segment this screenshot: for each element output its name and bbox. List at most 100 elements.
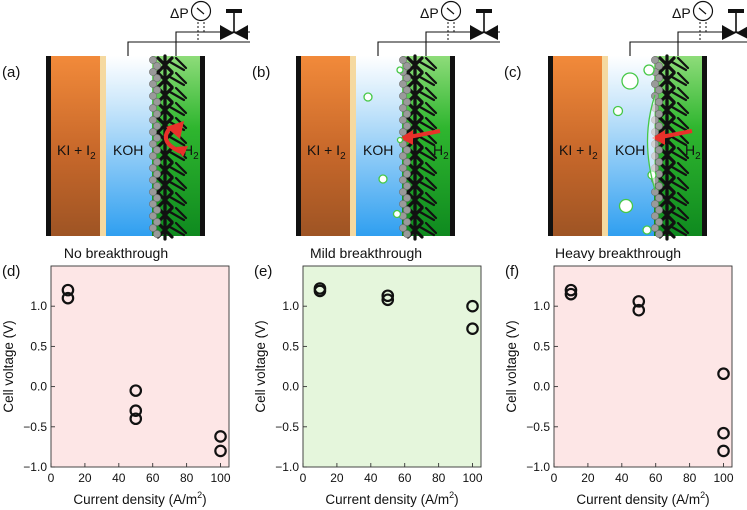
- valve-icon: [220, 25, 248, 40]
- catalyst-particle: [651, 200, 659, 208]
- x-axis-label: Current density (A/m2): [576, 490, 709, 507]
- catalyst-particle: [655, 218, 663, 226]
- x-tick-label: 80: [180, 471, 194, 485]
- gas-bubble: [392, 209, 402, 219]
- mesh-strand: [670, 191, 690, 207]
- mesh-strand: [168, 86, 188, 102]
- separator: [350, 56, 356, 236]
- gas-bubble: [612, 105, 624, 117]
- mesh-strand: [418, 191, 438, 207]
- mesh-strand: [670, 176, 690, 192]
- iodide-compartment: [553, 56, 602, 236]
- catalyst-particle: [655, 230, 663, 238]
- y-tick-label: −0.5: [526, 420, 550, 434]
- catalyst-particle: [399, 104, 407, 112]
- catalyst-particle: [403, 110, 411, 118]
- arrow-head-icon: [166, 121, 184, 139]
- breakthrough-features: [363, 66, 441, 219]
- data-point: [129, 412, 143, 426]
- y-tick-label: 1.0: [30, 299, 47, 313]
- x-axis-label-end: ): [705, 492, 710, 507]
- delta-p-label: ΔP: [420, 5, 439, 21]
- catalyst-particle: [651, 212, 659, 220]
- mesh-strand: [168, 191, 188, 207]
- catalyst-particle: [153, 206, 161, 214]
- koh-label: KOH: [113, 142, 143, 158]
- mesh-strand: [670, 86, 690, 102]
- mesh-strand: [670, 116, 690, 132]
- y-tick-label: 0.5: [533, 339, 550, 353]
- catalyst-particle: [399, 188, 407, 196]
- y-tick-label: −0.5: [275, 420, 299, 434]
- y-tick-label: 0.0: [533, 380, 550, 394]
- x-tick-label: 20: [581, 471, 595, 485]
- catalyst-particle: [149, 104, 157, 112]
- gas-bubble: [618, 198, 634, 214]
- valve-handle: [476, 9, 492, 13]
- x-tick-label: 80: [432, 471, 446, 485]
- mesh-strand: [670, 161, 690, 177]
- delta-p-label: ΔP: [672, 5, 691, 21]
- x-tick-label: 0: [48, 471, 55, 485]
- catalyst-particle: [153, 146, 161, 154]
- x-tick-label: 100: [714, 471, 734, 485]
- iodide-label: KI + I2: [559, 142, 598, 162]
- subscript: 2: [340, 151, 346, 162]
- data-point: [214, 430, 227, 443]
- catalyst-particle: [153, 62, 161, 70]
- catalyst-particle: [655, 62, 663, 70]
- catalyst-particle: [399, 152, 407, 160]
- data-point: [564, 287, 578, 301]
- catalyst-particle: [655, 122, 663, 130]
- data-point: [632, 295, 646, 308]
- catalyst-particle: [149, 56, 157, 64]
- data-point: [61, 283, 75, 297]
- catalyst-particle: [153, 74, 161, 82]
- panel-label: (d): [2, 263, 20, 280]
- catalyst-particle: [149, 80, 157, 88]
- y-axis-label: Cell voltage (V): [504, 320, 519, 412]
- right-electrode: [450, 56, 455, 236]
- data-point: [129, 404, 143, 418]
- panel-label: (e): [254, 263, 272, 280]
- mesh-strand: [168, 176, 188, 192]
- mesh-strand: [418, 176, 438, 192]
- gas-bubble: [396, 66, 404, 74]
- catalyst-particle: [399, 116, 407, 124]
- catalyst-particle: [655, 158, 663, 166]
- data-point: [381, 293, 395, 307]
- y-tick-label: −1.0: [275, 460, 299, 474]
- subscript: 2: [90, 151, 96, 162]
- data-point: [564, 283, 578, 297]
- catalyst-particle: [149, 116, 157, 124]
- left-electrode: [46, 56, 51, 236]
- data-point: [632, 303, 646, 317]
- catalyst-particle: [153, 230, 161, 238]
- catalyst-particle: [655, 194, 663, 202]
- catalyst-particle: [655, 206, 663, 214]
- catalyst-particle: [149, 188, 157, 196]
- mesh-strand: [418, 146, 438, 162]
- mesh-strand: [418, 56, 438, 72]
- catalyst-particle: [403, 194, 411, 202]
- catalyst-particle: [149, 212, 157, 220]
- gas-pipe: [677, 31, 747, 56]
- mesh-strand: [670, 101, 690, 117]
- catalyst-particle: [403, 158, 411, 166]
- data-point: [466, 299, 479, 313]
- catalyst-layer: [399, 56, 411, 238]
- data-point: [313, 284, 327, 298]
- mesh-strand: [418, 206, 438, 222]
- gas-line: [127, 0, 250, 56]
- separator: [602, 56, 608, 236]
- y-tick-label: −0.5: [23, 420, 47, 434]
- x-tick-label: 0: [551, 471, 558, 485]
- catalyst-particle: [403, 74, 411, 82]
- y-axis-label: Cell voltage (V): [253, 320, 268, 412]
- mesh-strand: [168, 56, 188, 72]
- y-tick-label: −1.0: [23, 460, 47, 474]
- panel-label: (c): [504, 64, 522, 81]
- catalyst-particle: [153, 110, 161, 118]
- x-tick-label: 60: [649, 471, 663, 485]
